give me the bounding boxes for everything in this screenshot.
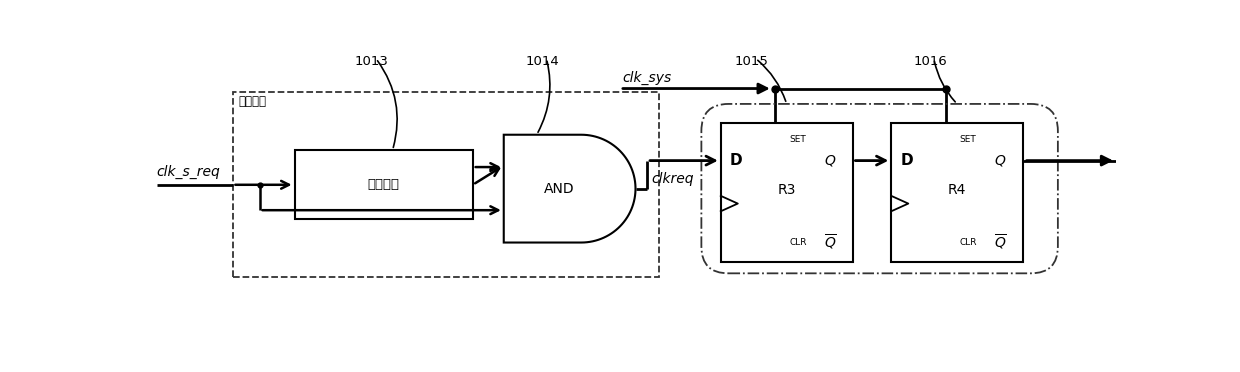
- Text: $\mathit{Q}$: $\mathit{Q}$: [823, 153, 836, 168]
- Text: 1016: 1016: [913, 55, 947, 68]
- Text: clkreq: clkreq: [651, 172, 693, 186]
- Text: D: D: [730, 153, 743, 168]
- Text: AND: AND: [544, 182, 574, 196]
- Text: CLR: CLR: [960, 238, 977, 247]
- Text: 1014: 1014: [526, 55, 559, 68]
- Text: R3: R3: [777, 183, 796, 197]
- Text: SET: SET: [789, 135, 806, 144]
- Text: clk_s_req: clk_s_req: [156, 165, 221, 179]
- Text: $\mathit{Q}$: $\mathit{Q}$: [994, 153, 1007, 168]
- Text: SET: SET: [960, 135, 977, 144]
- Bar: [892, 123, 1023, 262]
- Text: D: D: [900, 153, 913, 168]
- Text: R4: R4: [947, 183, 966, 197]
- Text: 延迟单元: 延迟单元: [367, 178, 399, 191]
- Bar: [233, 92, 658, 277]
- Text: CLR: CLR: [789, 238, 807, 247]
- Text: 1015: 1015: [735, 55, 769, 68]
- Bar: [295, 150, 472, 219]
- Text: 1013: 1013: [355, 55, 389, 68]
- Polygon shape: [503, 135, 635, 243]
- Bar: [720, 123, 853, 262]
- Text: $\overline{Q}$: $\overline{Q}$: [994, 233, 1007, 252]
- Text: $\overline{Q}$: $\overline{Q}$: [823, 233, 837, 252]
- Text: clk_sys: clk_sys: [622, 71, 672, 86]
- Text: 延迟电路: 延迟电路: [238, 95, 267, 108]
